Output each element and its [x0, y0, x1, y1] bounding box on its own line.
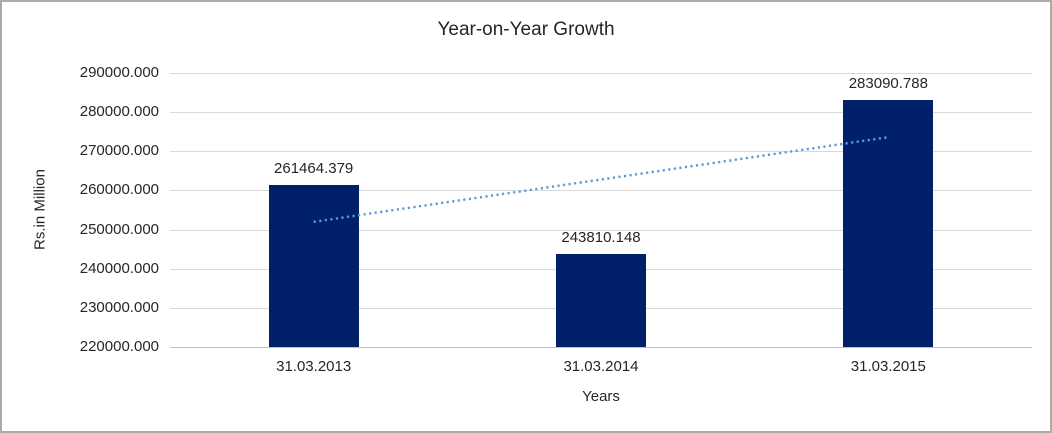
x-category-label: 31.03.2015 — [850, 358, 926, 375]
y-tick-label: 230000.000 — [79, 299, 159, 316]
y-tick-label: 270000.000 — [79, 142, 159, 159]
bar-31.03.2013 — [268, 184, 359, 347]
chart-title: Year-on-Year Growth — [437, 19, 615, 40]
trendline-line — [313, 135, 889, 224]
x-axis-line — [170, 347, 1032, 348]
y-tick-label: 250000.000 — [79, 221, 159, 238]
gridline — [170, 112, 1032, 113]
y-axis-title: Rs.in Million — [31, 169, 49, 250]
bar-31.03.2015 — [843, 100, 934, 347]
gridline — [170, 73, 1032, 74]
y-tick-label: 220000.000 — [79, 338, 159, 355]
bar-31.03.2014 — [556, 253, 646, 347]
y-tick-label: 280000.000 — [79, 103, 159, 120]
bar-data-label: 283090.788 — [848, 75, 928, 93]
x-axis-title: Years — [582, 388, 620, 405]
gridline — [170, 230, 1032, 231]
y-tick-label: 240000.000 — [79, 260, 159, 277]
x-category-label: 31.03.2014 — [563, 358, 639, 375]
y-tick-label: 260000.000 — [79, 181, 159, 198]
bar-data-label: 243810.148 — [561, 228, 641, 246]
x-category-label: 31.03.2013 — [276, 358, 352, 375]
bar-data-label: 261464.379 — [274, 159, 354, 177]
y-tick-label: 290000.000 — [79, 64, 159, 81]
